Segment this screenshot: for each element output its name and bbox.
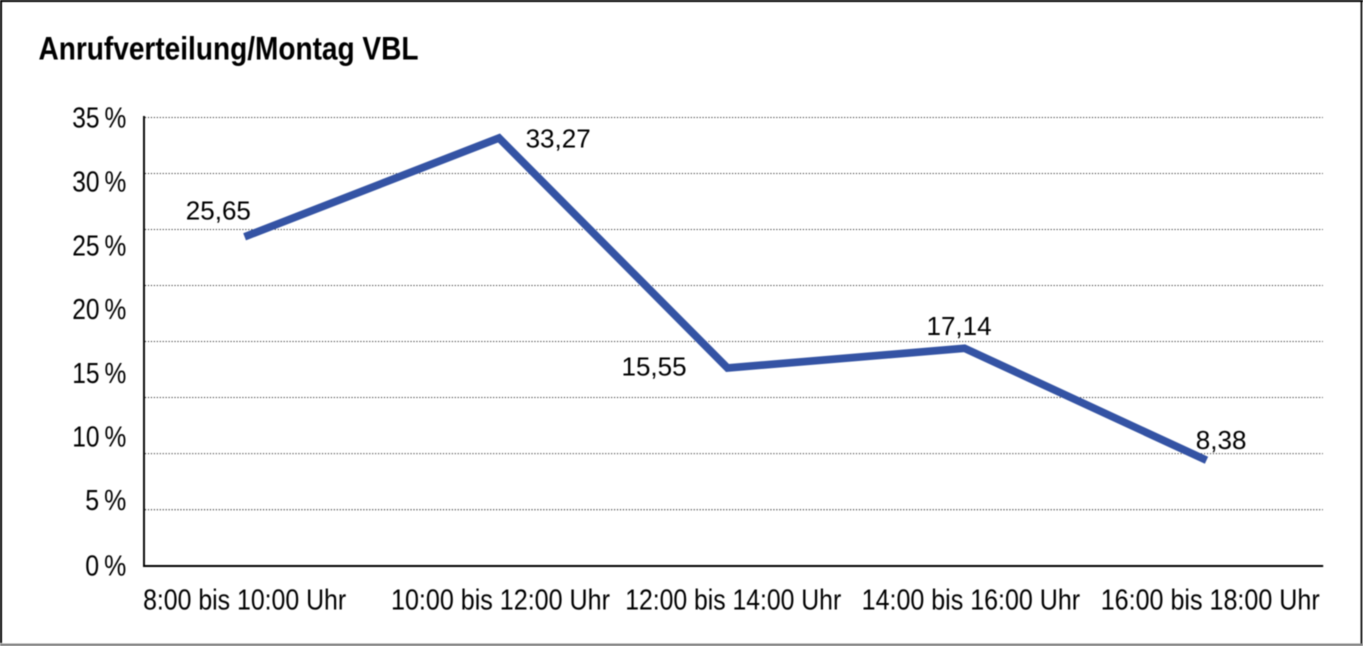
svg-text:35 %: 35 % (72, 103, 126, 135)
svg-text:5 %: 5 % (85, 485, 126, 517)
svg-text:20 %: 20 % (72, 294, 126, 326)
svg-text:10:00 bis 12:00 Uhr: 10:00 bis 12:00 Uhr (391, 584, 610, 616)
svg-text:17,14: 17,14 (927, 311, 992, 341)
svg-text:15,55: 15,55 (622, 352, 687, 382)
svg-text:33,27: 33,27 (526, 124, 591, 154)
svg-text:10 %: 10 % (72, 422, 126, 454)
svg-text:25,65: 25,65 (186, 196, 251, 226)
svg-text:0 %: 0 % (85, 551, 126, 583)
svg-text:30 %: 30 % (72, 167, 126, 199)
svg-text:25 %: 25 % (72, 230, 126, 262)
svg-text:15 %: 15 % (72, 358, 126, 390)
svg-text:14:00 bis 16:00 Uhr: 14:00 bis 16:00 Uhr (862, 584, 1081, 616)
svg-text:8:00 bis 10:00 Uhr: 8:00 bis 10:00 Uhr (143, 584, 346, 616)
svg-text:Anrufverteilung/Montag VBL: Anrufverteilung/Montag VBL (39, 31, 419, 67)
svg-text:12:00 bis 14:00 Uhr: 12:00 bis 14:00 Uhr (625, 584, 841, 616)
svg-text:16:00 bis 18:00 Uhr: 16:00 bis 18:00 Uhr (1101, 584, 1320, 616)
svg-text:8,38: 8,38 (1196, 425, 1247, 455)
